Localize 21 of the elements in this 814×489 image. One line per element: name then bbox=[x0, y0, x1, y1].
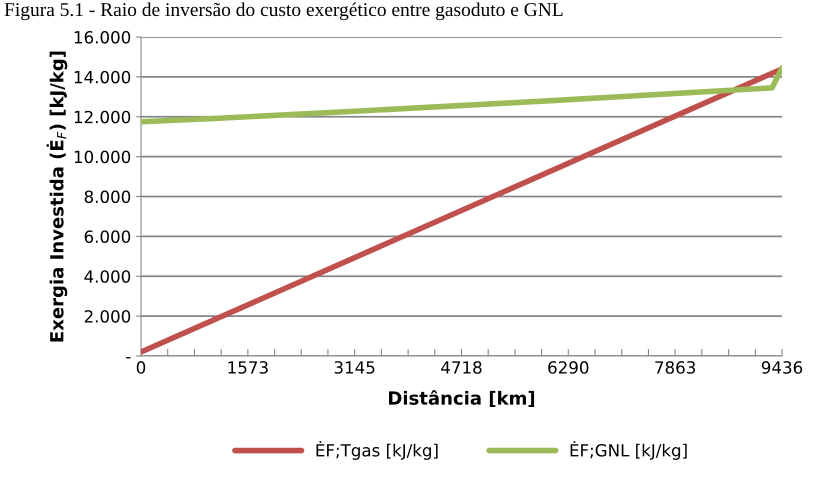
x-tick-label: 1573 bbox=[228, 361, 268, 374]
y-tick-label: 8.000 bbox=[84, 190, 130, 204]
chart-title: Figura 5.1 - Raio de inversão do custo exergético entre gasoduto e GNL bbox=[4, 2, 563, 20]
legend-label: ĖF;GNL [kJ/kg] bbox=[570, 441, 687, 460]
y-tick-label: 12.000 bbox=[74, 110, 130, 124]
y-tick-label: 10.000 bbox=[74, 150, 130, 164]
y-axis-title: Exergia Investida (Ė$_{F}$) [kJ/kg] bbox=[46, 52, 68, 342]
y-tick-label: 6.000 bbox=[84, 230, 130, 243]
y-tick-label: 2.000 bbox=[84, 310, 130, 323]
x-axis-title: Distância [km] bbox=[389, 390, 534, 407]
legend-label: ĖF;Tgas [kJ/kg] bbox=[316, 441, 438, 460]
x-tick-label: 4718 bbox=[441, 361, 482, 374]
x-tick-label: 3145 bbox=[334, 361, 374, 374]
x-tick-label: 9436 bbox=[762, 361, 802, 374]
x-tick-label: 0 bbox=[136, 361, 146, 374]
y-tick-label: 4.000 bbox=[84, 270, 130, 283]
y-tick-label: 16.000 bbox=[74, 30, 130, 44]
y-tick-label: - bbox=[126, 357, 130, 358]
x-tick-label: 7863 bbox=[655, 361, 696, 374]
y-tick-label: 14.000 bbox=[74, 70, 130, 84]
x-tick-label: 6290 bbox=[548, 361, 588, 374]
